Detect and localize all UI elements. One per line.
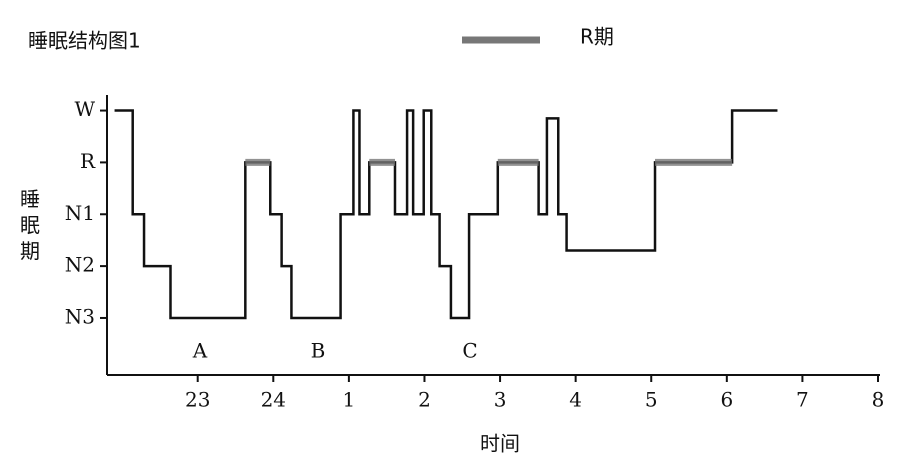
x-tick-label: 6	[720, 388, 733, 412]
x-tick-label: 24	[261, 388, 286, 412]
line	[114, 109, 778, 320]
legend-label: R期	[580, 25, 614, 49]
y-tick-label: N3	[65, 304, 95, 328]
y-tick-label: W	[74, 97, 95, 121]
y-tick-label: R	[80, 149, 96, 173]
y-tick-label: N2	[65, 253, 95, 277]
x-tick-label: 5	[645, 388, 658, 412]
x-tick-label: 1	[343, 388, 356, 412]
chart-title: 睡眠结构图1	[28, 29, 141, 53]
y-tick-label: N1	[65, 201, 95, 225]
x-tick-label: 8	[872, 388, 885, 412]
x-tick-label: 2	[418, 388, 431, 412]
x-tick-label: 4	[569, 388, 582, 412]
x-axis-label: 时间	[480, 432, 520, 456]
annotation: A	[192, 339, 208, 363]
annotation: B	[311, 339, 326, 363]
x-tick-label: 23	[185, 388, 210, 412]
x-tick-label: 7	[796, 388, 809, 412]
x-tick-label: 3	[494, 388, 507, 412]
y-axis-label: 睡眠期	[20, 187, 40, 263]
annotation: C	[462, 339, 477, 363]
